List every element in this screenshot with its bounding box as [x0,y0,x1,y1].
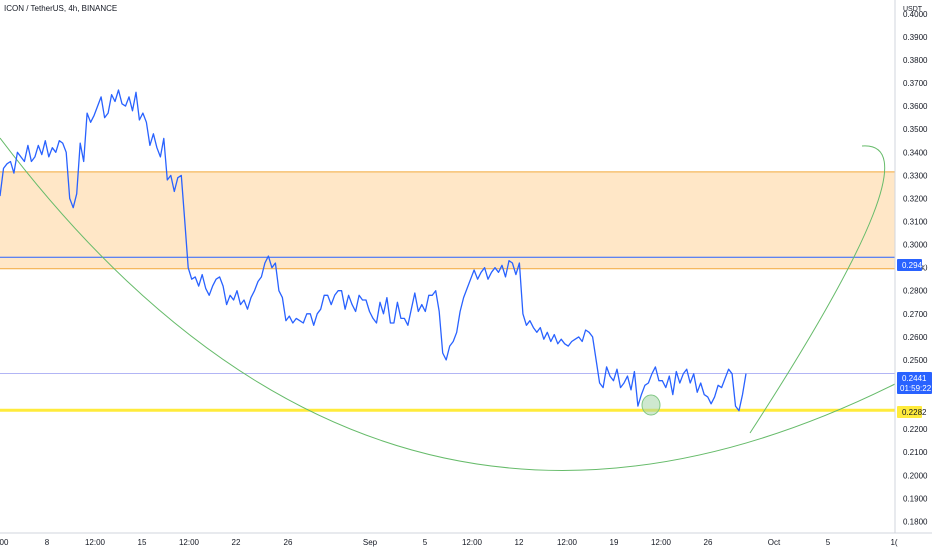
candle-timer-label: 01:59:22 [900,384,932,393]
support-price-tag [897,406,922,418]
y-tick-label: 0.3700 [903,79,928,88]
y-tick-label: 0.3800 [903,56,928,65]
y-tick-label: 0.1900 [903,494,928,503]
x-tick-label: 8 [45,538,50,547]
current-price-label: 0.2441 [902,374,927,383]
y-tick-label: 0.3100 [903,218,928,227]
x-tick-label: 1( [890,538,897,547]
x-tick-label: 12:00 [85,538,106,547]
price-scale-unit: USDT [903,6,923,13]
resistance-zone [0,171,895,269]
time-scale[interactable]: 00 8 12:00 15 12:00 22 26 Sep 5 12:00 12 12:00 19 12:… [0,538,898,547]
x-tick-label: 12:00 [651,538,672,547]
rising-curve-drawing [749,145,886,434]
x-tick-label: 12 [515,538,524,547]
plot-area[interactable] [0,89,896,471]
y-tick-label: 0.3600 [903,102,928,111]
resistance-price-label: 0.2945 [902,261,927,270]
price-tags: 0.2945 0.2441 01:59:22 0.2282 [897,259,932,418]
cup-curve-drawing [0,137,896,471]
x-tick-label: 12:00 [557,538,578,547]
y-tick-label: 0.2700 [903,310,928,319]
x-tick-label: 5 [423,538,428,547]
y-tick-label: 0.3300 [903,171,928,180]
x-tick-label: 26 [284,538,293,547]
x-tick-label: 15 [138,538,147,547]
x-tick-label: 22 [232,538,241,547]
x-tick-label: 00 [0,538,9,547]
y-tick-label: 0.3900 [903,33,928,42]
y-tick-label: 0.3500 [903,125,928,134]
y-tick-label: 0.2000 [903,471,928,480]
y-tick-label: 0.4000 [903,10,928,19]
y-tick-label: 0.1800 [903,518,928,527]
support-price-label: 0.2282 [902,408,927,417]
y-tick-label: 0.2100 [903,448,928,457]
chart-title: ICON / TetherUS, 4h, BINANCE [4,4,118,13]
y-tick-label: 0.3200 [903,194,928,203]
price-series-line [0,89,747,412]
x-tick-label: 5 [826,538,831,547]
x-tick-label: 19 [610,538,619,547]
x-tick-label: 12:00 [179,538,200,547]
y-tick-label: 0.2200 [903,425,928,434]
x-tick-label: Sep [363,538,378,547]
x-tick-label: Oct [768,538,781,547]
y-tick-label: 0.3000 [903,241,928,250]
y-tick-label: 0.2500 [903,356,928,365]
y-tick-label: 0.2800 [903,287,928,296]
x-tick-label: 12:00 [462,538,483,547]
current-price-tag [897,372,932,394]
resistance-price-tag [897,259,922,271]
x-tick-label: 26 [704,538,713,547]
y-tick-label: 0.2600 [903,333,928,342]
price-scale-background [895,0,932,550]
low-point-marker [641,394,661,416]
y-tick-label: 0.3400 [903,148,928,157]
